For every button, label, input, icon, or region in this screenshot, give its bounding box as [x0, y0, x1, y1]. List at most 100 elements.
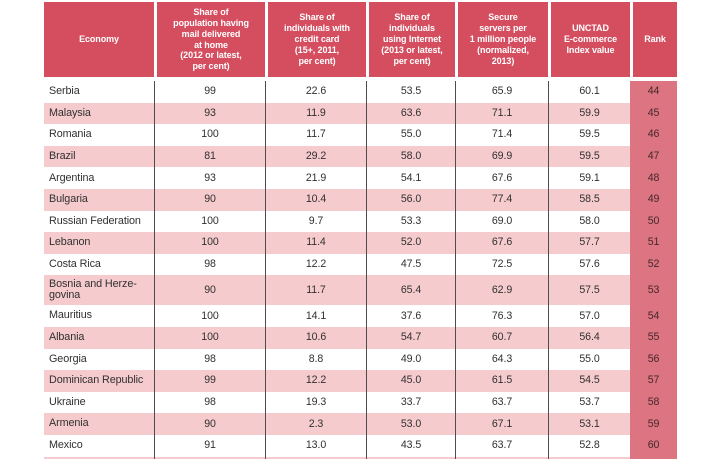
table-header-row: Economy Share of population having mail …: [44, 2, 677, 77]
rank-cell: 53: [630, 275, 677, 306]
column-header-rank: Rank: [630, 2, 677, 77]
credit-card-cell: 11.4: [265, 232, 366, 254]
table-row: Dominican Republic 99 12.2 45.0 61.5 54.…: [44, 370, 677, 392]
rank-cell: 47: [630, 145, 677, 168]
economy-cell: Lebanon: [49, 236, 91, 249]
internet-cell: 52.0: [366, 232, 455, 254]
credit-card-cell: 12.2: [265, 370, 366, 392]
rank-cell: 49: [630, 188, 677, 211]
rank-cell: 57: [630, 370, 677, 392]
mail-cell: 100: [154, 210, 265, 233]
mail-cell: 99: [154, 81, 265, 103]
index-value-cell: 53.7: [548, 391, 630, 414]
rank-cell: 46: [630, 124, 677, 146]
table-body: Serbia 99 22.6 53.5 65.9 60.1 44 Malaysi…: [44, 81, 677, 459]
index-value-cell: 57.7: [548, 232, 630, 254]
mail-cell: 100: [154, 305, 265, 327]
internet-cell: 56.0: [366, 188, 455, 211]
credit-card-cell: 10.6: [265, 326, 366, 349]
secure-servers-cell: 69.9: [455, 145, 548, 168]
internet-cell: 53.5: [366, 81, 455, 103]
economy-cell: Brazil: [49, 149, 76, 162]
secure-servers-cell: 71.4: [455, 124, 548, 146]
index-value-cell: 59.5: [548, 124, 630, 146]
economy-cell: Romania: [49, 128, 92, 141]
internet-cell: 47.5: [366, 253, 455, 276]
secure-servers-cell: 67.6: [455, 167, 548, 189]
internet-cell: 53.3: [366, 210, 455, 233]
column-header-index-value: UNCTAD E-commerce Index value: [548, 2, 630, 77]
table-row: Romania 100 11.7 55.0 71.4 59.5 46: [44, 124, 677, 146]
table-row: Georgia 98 8.8 49.0 64.3 55.0 56: [44, 348, 677, 371]
column-header-economy: Economy: [44, 2, 154, 77]
column-header-credit-card: Share of individuals with credit card (1…: [265, 2, 366, 77]
table-row: Mexico 91 13.0 43.5 63.7 52.8 60: [44, 434, 677, 457]
table-row: [44, 456, 677, 459]
mail-cell: 98: [154, 348, 265, 371]
index-value-cell: 53.1: [548, 413, 630, 435]
internet-cell: 54.1: [366, 167, 455, 189]
secure-servers-cell: 71.1: [455, 102, 548, 125]
rank-cell: 50: [630, 210, 677, 233]
credit-card-cell: [265, 456, 366, 459]
index-value-cell: 59.9: [548, 102, 630, 125]
internet-cell: 33.7: [366, 391, 455, 414]
mail-cell: 90: [154, 275, 265, 306]
credit-card-cell: 21.9: [265, 167, 366, 189]
secure-servers-cell: 60.7: [455, 326, 548, 349]
internet-cell: 65.4: [366, 275, 455, 306]
ecommerce-index-table: Economy Share of population having mail …: [44, 2, 677, 459]
economy-cell: Albania: [49, 331, 85, 344]
credit-card-cell: 2.3: [265, 413, 366, 435]
index-value-cell: 54.5: [548, 370, 630, 392]
table-row: Brazil 81 29.2 58.0 69.9 59.5 47: [44, 145, 677, 168]
economy-cell: Costa Rica: [49, 257, 101, 270]
table-row: Ukraine 98 19.3 33.7 63.7 53.7 58: [44, 391, 677, 414]
index-value-cell: 57.6: [548, 253, 630, 276]
rank-cell: 45: [630, 102, 677, 125]
column-header-secure-servers: Secure servers per 1 million people (nor…: [455, 2, 548, 77]
internet-cell: 45.0: [366, 370, 455, 392]
mail-cell: 93: [154, 102, 265, 125]
column-header-internet: Share of individuals using Internet (201…: [366, 2, 455, 77]
mail-cell: 100: [154, 326, 265, 349]
credit-card-cell: 13.0: [265, 434, 366, 457]
table-row: Bulgaria 90 10.4 56.0 77.4 58.5 49: [44, 188, 677, 211]
rank-cell: 58: [630, 391, 677, 414]
rank-cell: [630, 456, 677, 459]
secure-servers-cell: 65.9: [455, 81, 548, 103]
mail-cell: 98: [154, 253, 265, 276]
economy-cell: Bulgaria: [49, 193, 88, 206]
mail-cell: 99: [154, 370, 265, 392]
column-header-mail: Share of population having mail delivere…: [154, 2, 265, 77]
index-value-cell: 57.0: [548, 305, 630, 327]
credit-card-cell: 19.3: [265, 391, 366, 414]
table-row: Costa Rica 98 12.2 47.5 72.5 57.6 52: [44, 253, 677, 276]
index-value-cell: 58.5: [548, 188, 630, 211]
economy-cell: Armenia: [49, 417, 89, 430]
secure-servers-cell: 64.3: [455, 348, 548, 371]
mail-cell: 90: [154, 413, 265, 435]
secure-servers-cell: 67.6: [455, 232, 548, 254]
secure-servers-cell: 63.7: [455, 434, 548, 457]
index-value-cell: [548, 456, 630, 459]
index-value-cell: 52.8: [548, 434, 630, 457]
economy-cell: Mexico: [49, 439, 83, 452]
mail-cell: 98: [154, 391, 265, 414]
secure-servers-cell: [455, 456, 548, 459]
credit-card-cell: 10.4: [265, 188, 366, 211]
internet-cell: 43.5: [366, 434, 455, 457]
table-row: Armenia 90 2.3 53.0 67.1 53.1 59: [44, 413, 677, 435]
rank-cell: 44: [630, 81, 677, 103]
secure-servers-cell: 63.7: [455, 391, 548, 414]
mail-cell: 100: [154, 232, 265, 254]
credit-card-cell: 9.7: [265, 210, 366, 233]
rank-cell: 48: [630, 167, 677, 189]
economy-cell: Georgia: [49, 352, 87, 365]
mail-cell: 81: [154, 145, 265, 168]
economy-cell: Serbia: [49, 85, 80, 98]
economy-cell: Argentina: [49, 171, 95, 184]
internet-cell: 55.0: [366, 124, 455, 146]
credit-card-cell: 11.9: [265, 102, 366, 125]
